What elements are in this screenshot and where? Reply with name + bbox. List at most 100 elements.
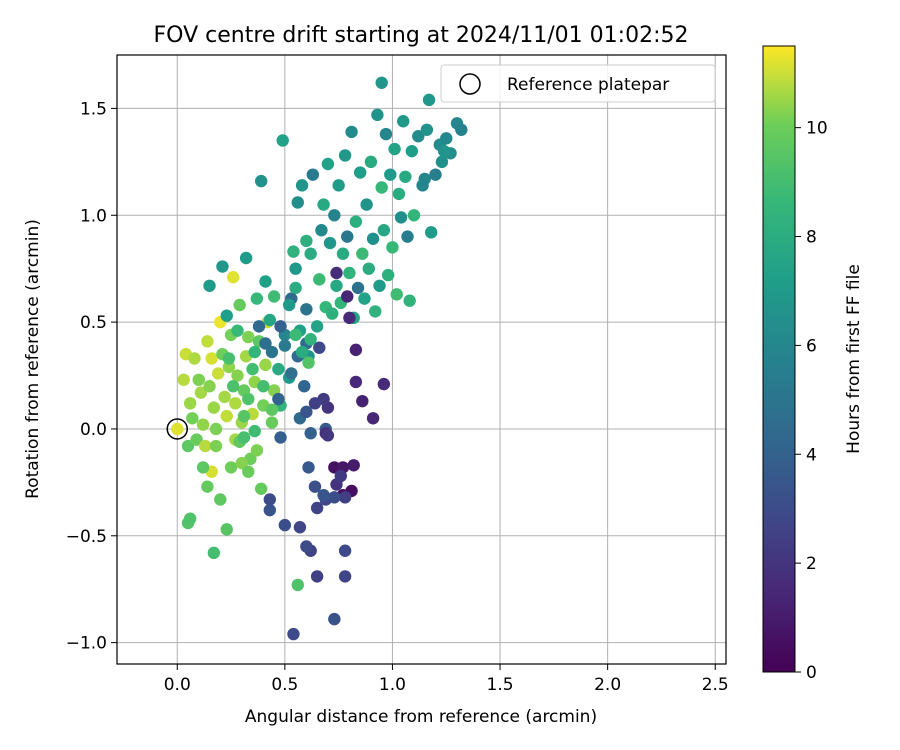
colorbar-ticks: 0 2 4 6 8 10 — [795, 119, 828, 683]
data-point — [379, 127, 393, 141]
data-point — [349, 375, 363, 389]
data-point — [308, 480, 322, 493]
data-point — [300, 405, 313, 419]
y-axis-ticks: −1.0 −0.5 0.0 0.5 1.0 1.5 — [66, 99, 117, 654]
data-point — [375, 181, 388, 194]
data-point — [209, 439, 223, 453]
data-point — [199, 439, 212, 453]
data-point — [328, 209, 341, 222]
data-point — [231, 324, 244, 337]
data-point — [338, 149, 352, 162]
data-point — [235, 456, 249, 470]
data-point — [304, 333, 317, 346]
data-point — [373, 279, 386, 292]
data-point — [274, 431, 287, 444]
data-point — [233, 298, 246, 312]
data-point — [401, 230, 414, 243]
data-point — [397, 115, 410, 128]
data-point — [302, 356, 315, 369]
data-point — [429, 168, 442, 181]
data-point — [291, 578, 304, 592]
data-point — [218, 390, 231, 404]
data-point — [220, 409, 233, 423]
x-tick-label: 1.5 — [487, 675, 514, 695]
data-point — [183, 397, 197, 410]
data-point — [349, 215, 363, 228]
data-point — [392, 187, 406, 201]
data-point — [220, 523, 233, 536]
data-point — [285, 367, 298, 380]
data-point — [295, 345, 309, 359]
data-point — [274, 320, 287, 333]
data-point — [407, 209, 421, 222]
data-point — [278, 518, 292, 532]
data-point — [435, 155, 449, 169]
data-point — [282, 298, 296, 312]
data-point — [313, 273, 326, 286]
data-point — [412, 130, 425, 143]
data-point — [224, 461, 238, 474]
data-point — [222, 360, 236, 374]
data-point — [289, 281, 302, 295]
data-point — [272, 392, 285, 406]
data-point — [338, 491, 352, 504]
y-tick-label: 1.5 — [80, 99, 107, 119]
data-point — [272, 362, 285, 376]
colorbar-tick-label: 8 — [806, 228, 817, 248]
data-point — [220, 309, 233, 322]
data-point — [302, 461, 315, 474]
data-point — [263, 503, 276, 517]
data-point — [437, 144, 451, 158]
legend-label: Reference platepar — [507, 75, 669, 95]
data-point — [209, 422, 223, 436]
data-point — [203, 279, 216, 292]
x-axis-label: Angular distance from reference (arcmin) — [245, 707, 597, 727]
data-point — [377, 224, 391, 237]
data-point — [188, 352, 201, 365]
data-point — [313, 341, 326, 354]
data-point — [351, 281, 365, 295]
data-point — [356, 247, 369, 260]
data-point — [390, 288, 403, 301]
data-point — [293, 521, 307, 534]
data-point — [371, 108, 384, 122]
data-point — [384, 168, 397, 181]
data-point — [377, 377, 391, 391]
data-point — [248, 345, 261, 359]
data-point — [356, 394, 369, 408]
y-tick-label: −1.0 — [66, 634, 107, 654]
data-point — [310, 320, 324, 333]
data-point — [211, 367, 225, 380]
data-point — [259, 358, 272, 372]
data-point — [330, 279, 343, 292]
x-tick-label: 2.5 — [702, 675, 729, 695]
x-tick-label: 2.0 — [594, 675, 621, 695]
data-point — [190, 433, 203, 446]
data-point — [405, 144, 419, 158]
data-point — [440, 132, 453, 145]
data-point — [237, 409, 251, 423]
data-point — [192, 373, 205, 386]
data-point — [343, 266, 356, 280]
data-point — [310, 501, 324, 515]
data-point — [338, 570, 352, 583]
data-point — [265, 345, 279, 359]
colorbar-tick-label: 4 — [806, 445, 817, 465]
data-point — [366, 412, 380, 425]
colorbar-label: Hours from first FF file — [844, 264, 864, 454]
data-point — [349, 343, 363, 357]
data-point — [343, 311, 356, 325]
colorbar-tick-label: 0 — [806, 663, 817, 683]
x-tick-label: 0.0 — [164, 675, 191, 695]
data-point — [205, 352, 218, 365]
data-point — [259, 337, 272, 350]
data-point — [420, 123, 434, 136]
data-point — [362, 262, 375, 275]
data-point — [231, 369, 244, 382]
data-point — [399, 170, 412, 183]
data-point — [381, 268, 395, 282]
data-point — [252, 320, 266, 333]
legend-box — [440, 64, 716, 103]
data-point — [321, 157, 335, 171]
